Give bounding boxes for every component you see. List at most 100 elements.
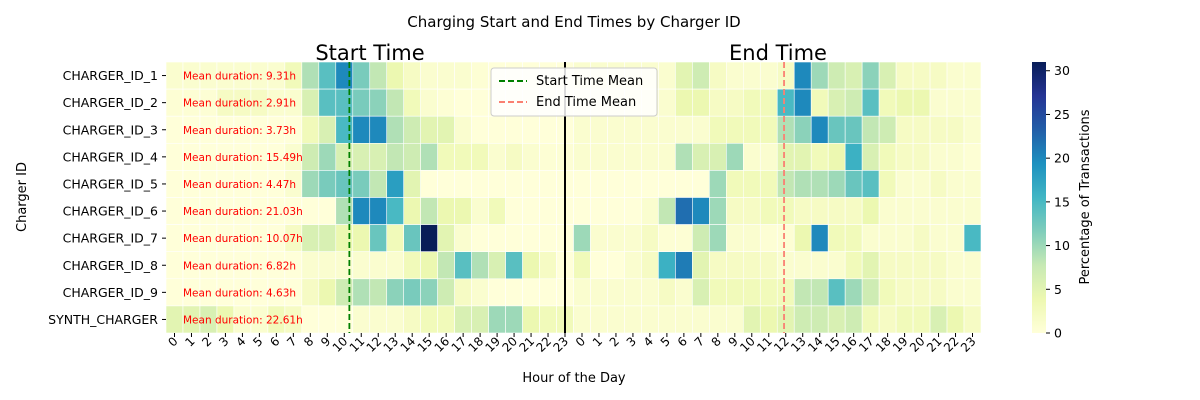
heatmap-cell — [776, 197, 795, 225]
heatmap-cell — [946, 88, 965, 117]
x-tick-label: 8 — [301, 334, 316, 349]
heatmap-cell — [827, 197, 846, 225]
heatmap-cell — [607, 305, 625, 334]
y-tick-label: CHARGER_ID_8 — [63, 258, 158, 273]
x-tick-label: 2 — [199, 334, 214, 349]
heatmap-cell — [861, 88, 880, 117]
heatmap-cell — [420, 88, 438, 117]
heatmap-cell — [488, 197, 506, 225]
heatmap-cell — [776, 88, 795, 117]
x-tick-label: 4 — [233, 334, 248, 349]
heatmap-cell — [692, 305, 710, 334]
heatmap-cell — [301, 143, 320, 171]
heatmap-cell — [641, 197, 659, 225]
heatmap-cell — [878, 143, 897, 171]
heatmap-cell — [895, 115, 914, 144]
x-tick-label: 0 — [165, 334, 180, 349]
heatmap-cell — [488, 224, 506, 253]
section-label-start: Start Time — [315, 41, 424, 65]
heatmap-cell — [386, 170, 405, 198]
heatmap-cell — [165, 143, 184, 171]
heatmap-cell — [318, 115, 337, 144]
y-tick-label: CHARGER_ID_6 — [63, 204, 158, 219]
heatmap-cell — [420, 115, 438, 144]
heatmap-cell — [929, 278, 948, 307]
heatmap-cell — [675, 115, 693, 144]
heatmap-cell — [929, 115, 948, 144]
heatmap-cell — [488, 278, 506, 307]
heatmap-cell — [437, 251, 455, 280]
heatmap-cell — [963, 278, 982, 307]
heatmap-cell — [573, 278, 591, 307]
x-tick-label: 3 — [624, 334, 639, 349]
heatmap-cell — [895, 251, 914, 280]
heatmap-cell — [454, 115, 472, 144]
heatmap-cell — [929, 61, 948, 90]
heatmap-cell — [844, 170, 863, 198]
heatmap-cell — [759, 88, 778, 117]
heatmap-cell — [759, 251, 778, 280]
heatmap-cell — [318, 224, 337, 253]
heatmap-cell — [675, 170, 693, 198]
heatmap-cell — [963, 143, 982, 171]
heatmap-cell — [369, 61, 388, 90]
heatmap-cell — [827, 224, 846, 253]
heatmap-cell — [675, 305, 693, 334]
heatmap-cell — [946, 224, 965, 253]
heatmap-cell — [318, 143, 337, 171]
heatmap-cell — [573, 143, 591, 171]
heatmap-cell — [318, 61, 337, 90]
heatmap-cell — [709, 143, 727, 171]
heatmap-cell — [318, 251, 337, 280]
duration-annotation: Mean duration: 2.91h — [183, 98, 296, 110]
heatmap-cell — [488, 251, 506, 280]
heatmap-cell — [573, 197, 591, 225]
heatmap-cell — [675, 224, 693, 253]
heatmap-cell — [369, 88, 388, 117]
heatmap-cell — [709, 278, 727, 307]
heatmap-cell — [827, 170, 846, 198]
heatmap-cell — [742, 305, 761, 334]
heatmap-cell — [420, 224, 438, 253]
heatmap-cell — [742, 224, 761, 253]
heatmap-cell — [861, 197, 880, 225]
heatmap-cell — [369, 224, 388, 253]
y-tick-label: SYNTH_CHARGER — [48, 312, 158, 327]
heatmap-cell — [505, 305, 523, 334]
heatmap-cell — [709, 224, 727, 253]
heatmap-cell — [810, 61, 829, 90]
heatmap-cell — [352, 278, 371, 307]
heatmap-cell — [878, 278, 897, 307]
heatmap-cell — [454, 170, 472, 198]
heatmap-cell — [895, 143, 914, 171]
heatmap-cell — [573, 170, 591, 198]
heatmap-cell — [709, 251, 727, 280]
heatmap-cell — [726, 170, 744, 198]
heatmap-cell — [471, 170, 489, 198]
heatmap-cell — [301, 170, 320, 198]
heatmap-cell — [844, 278, 863, 307]
heatmap-cell — [165, 170, 184, 198]
heatmap-cell — [742, 143, 761, 171]
heatmap-cell — [539, 143, 557, 171]
heatmap-cell — [844, 305, 863, 334]
x-tick-label: 0 — [573, 334, 588, 349]
heatmap-cell — [658, 278, 676, 307]
duration-annotation: Mean duration: 6.82h — [183, 260, 296, 272]
heatmap-cell — [165, 197, 184, 225]
heatmap-cell — [624, 251, 642, 280]
y-tick-label: CHARGER_ID_1 — [63, 68, 158, 83]
heatmap-cell — [437, 61, 455, 90]
heatmap-cell — [692, 88, 710, 117]
heatmap-cell — [844, 197, 863, 225]
heatmap-cell — [352, 251, 371, 280]
heatmap-cell — [692, 143, 710, 171]
heatmap-cell — [471, 61, 489, 90]
heatmap-cell — [471, 115, 489, 144]
heatmap-cell — [318, 197, 337, 225]
heatmap-cell — [776, 170, 795, 198]
section-label-end: End Time — [729, 41, 827, 65]
heatmap-cell — [793, 170, 812, 198]
heatmap-cell — [658, 170, 676, 198]
